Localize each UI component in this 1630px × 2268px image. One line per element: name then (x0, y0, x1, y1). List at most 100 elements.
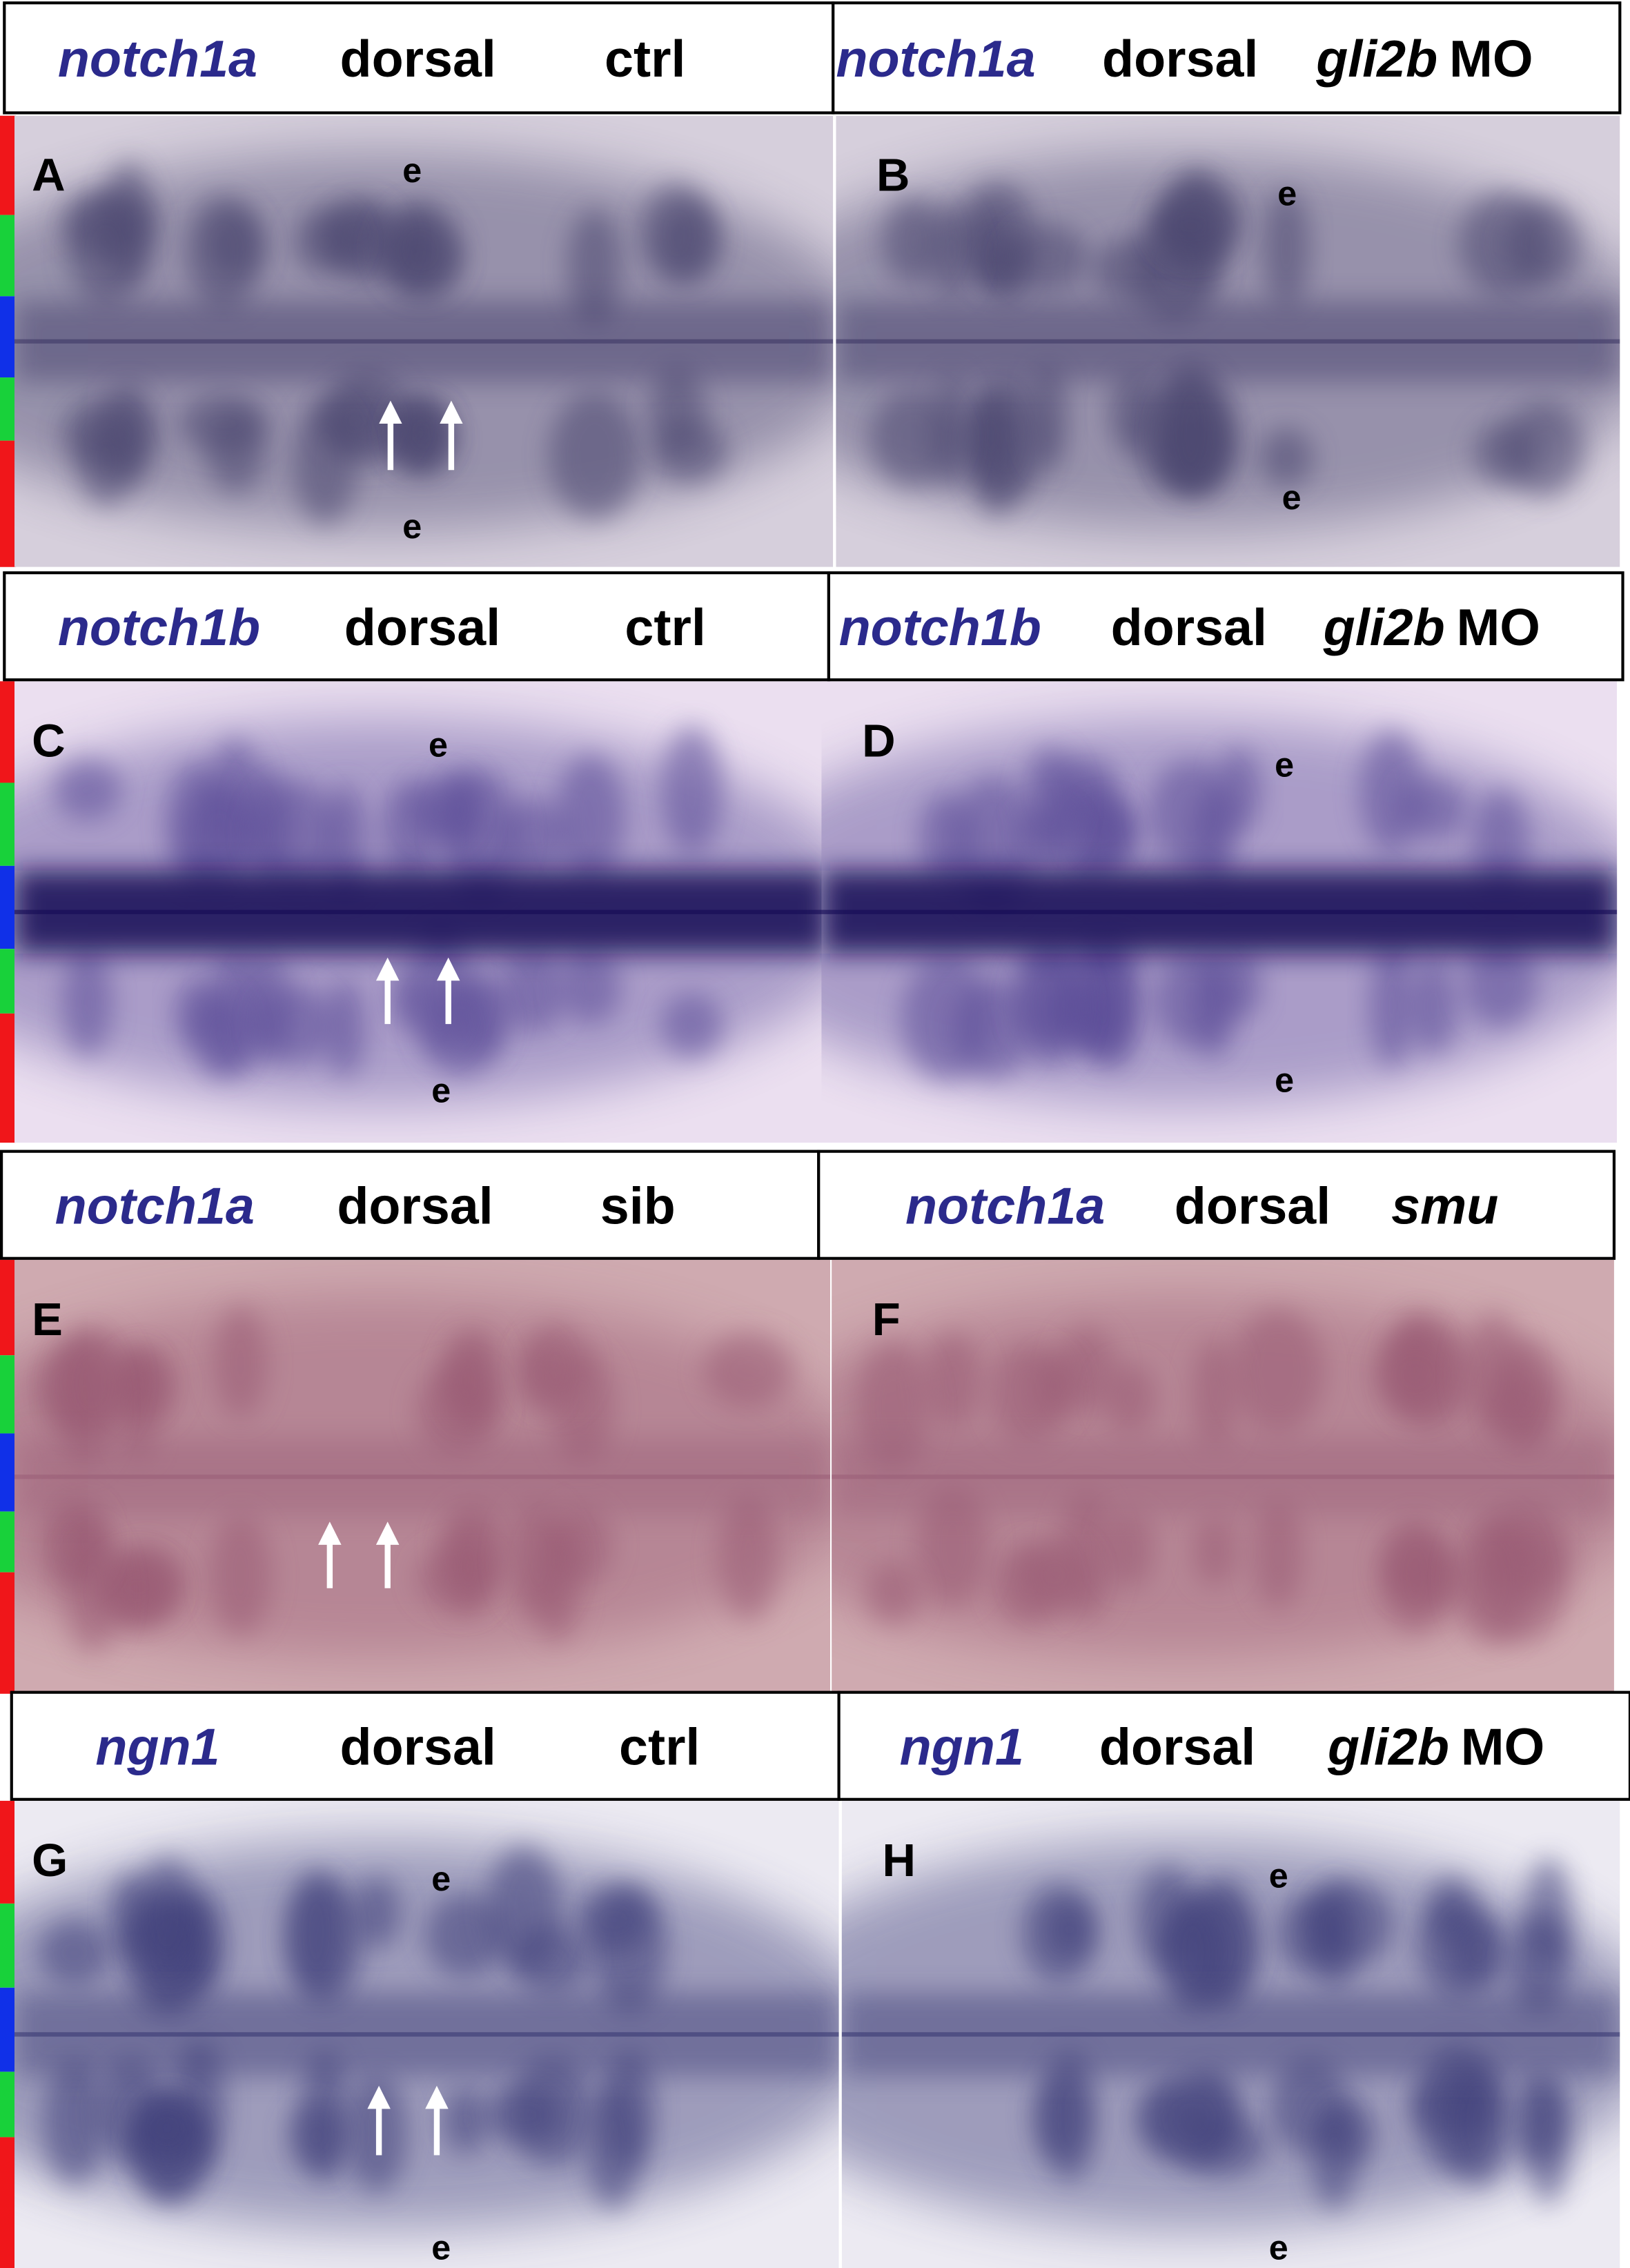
condition: MO (1449, 30, 1533, 88)
stain-blob (518, 1341, 560, 1409)
stain-blob (1105, 1510, 1155, 1589)
gene-name: notch1b (839, 598, 1041, 656)
stain-blob (567, 208, 622, 324)
stain-blob (53, 759, 121, 820)
orientation-bar (0, 1987, 17, 2072)
stain-blob (575, 1886, 652, 1953)
stain-blob (1464, 941, 1538, 1028)
stain-blob (133, 1857, 201, 1975)
condition-italic: gli2b (1323, 598, 1445, 656)
stain-blob (1042, 2051, 1097, 2182)
stain-blob (549, 391, 640, 520)
panel-letter: F (872, 1294, 901, 1345)
stain-blob (718, 1495, 779, 1621)
eye-label: e (1275, 745, 1294, 785)
eye-label: e (1269, 1856, 1288, 1895)
stain-blob (62, 949, 112, 1057)
stain-blob (865, 1561, 921, 1624)
condition: ctrl (605, 30, 685, 88)
stain-blob (410, 925, 471, 1053)
view-label: dorsal (344, 598, 500, 656)
stain-blob (1152, 954, 1232, 1047)
stain-blob (1444, 2060, 1513, 2187)
condition: MO (1456, 598, 1540, 656)
stain-blob (559, 949, 622, 1025)
stain-blob (352, 1877, 402, 1949)
stain-blob (1074, 944, 1132, 1064)
stain-blob (192, 992, 247, 1077)
condition: ctrl (625, 598, 705, 656)
stain-blob (704, 1332, 794, 1408)
stain-blob (178, 394, 269, 453)
stain-blob (441, 2087, 489, 2155)
micrograph (841, 1800, 1620, 2268)
stain-blob (410, 776, 471, 842)
header-box (832, 1, 1622, 115)
orientation-bar (0, 1259, 17, 1356)
stain-blob (1515, 2071, 1564, 2166)
stain-blob (54, 1327, 132, 1438)
stain-blob (1379, 1519, 1451, 1634)
panel-letter: A (32, 150, 65, 201)
header-box (10, 1690, 841, 1801)
panel-letter: H (882, 1835, 915, 1886)
gene-name: ngn1 (900, 1717, 1024, 1775)
stain-blob (324, 979, 366, 1078)
stain-blob (1148, 760, 1236, 869)
stain-blob (1449, 1915, 1508, 1989)
eye-label: e (431, 1070, 451, 1110)
stain-blob (288, 2101, 344, 2171)
view-label: dorsal (1111, 598, 1267, 656)
condition-italic: smu (1391, 1176, 1498, 1234)
eye-label: e (402, 506, 422, 546)
condition: sib (600, 1176, 676, 1234)
eye-label: e (1275, 1061, 1294, 1100)
stain-blob (484, 2084, 564, 2145)
stain-blob (1253, 1499, 1303, 1608)
orientation-bar (0, 115, 17, 215)
condition-italic: gli2b (1327, 1717, 1449, 1775)
view-label: dorsal (1102, 30, 1258, 88)
orientation-bar (0, 949, 17, 1014)
micrograph (821, 681, 1618, 1143)
stain-blob (444, 1341, 492, 1419)
header-box (3, 1, 835, 115)
micrograph (14, 1800, 839, 2268)
micrograph (14, 1259, 831, 1694)
panel-letter: B (876, 150, 910, 201)
eye-label: e (431, 2227, 451, 2267)
stain-blob (1472, 789, 1529, 894)
stain-blob (923, 1332, 982, 1430)
stain-blob (252, 781, 341, 887)
header-box (817, 1150, 1616, 1260)
stain-blob (1463, 1312, 1524, 1437)
micrograph (832, 1259, 1614, 1694)
stain-blob (1158, 362, 1224, 495)
stain-blob (1263, 189, 1310, 307)
stain-blob (1508, 1914, 1571, 2013)
orientation-bar (0, 377, 17, 441)
stain-blob (393, 395, 449, 471)
stain-blob (1308, 1882, 1359, 1989)
stain-blob (1455, 1514, 1533, 1646)
orientation-bar (0, 1800, 17, 1904)
stain-blob (445, 1519, 491, 1615)
stain-blob (498, 951, 567, 1034)
stain-blob (1233, 1309, 1324, 1434)
condition: MO (1461, 1717, 1545, 1775)
stain-blob (210, 1514, 272, 1636)
stain-blob (1017, 1539, 1092, 1612)
gene-name: notch1a (905, 1176, 1105, 1234)
stain-blob (1506, 199, 1582, 288)
stain-blob (969, 207, 1013, 287)
stain-blob (64, 1529, 121, 1654)
stain-blob (870, 389, 958, 487)
stain-blob (640, 183, 714, 284)
header-box (837, 1690, 1630, 1801)
orientation-bar (0, 296, 17, 378)
stain-blob (1369, 943, 1415, 1068)
stain-blob (77, 415, 135, 506)
stain-blob (378, 204, 463, 296)
orientation-bar (0, 1433, 17, 1512)
